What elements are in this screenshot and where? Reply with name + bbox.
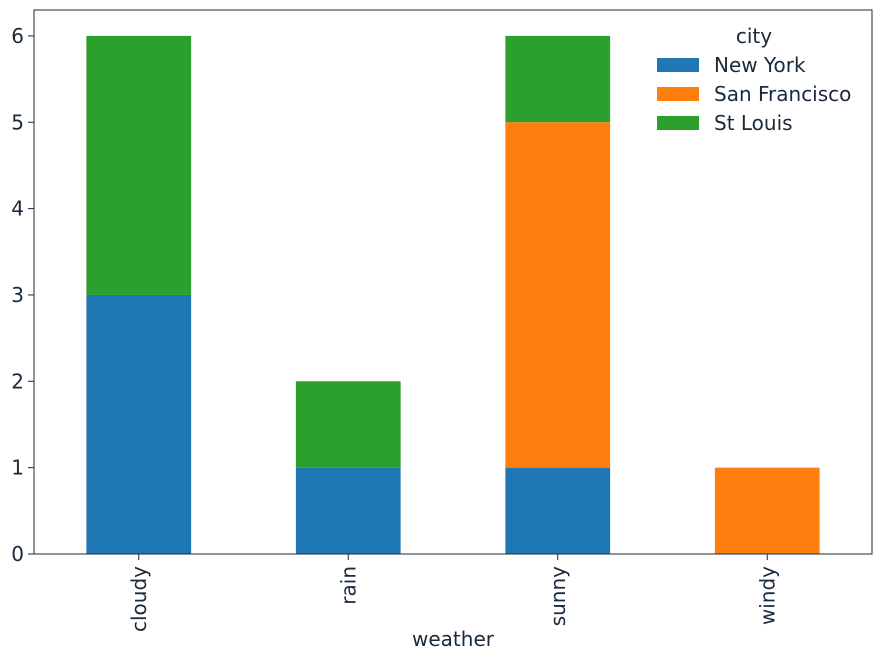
y-tick-label: 2 xyxy=(11,369,24,393)
y-tick-label: 6 xyxy=(11,24,24,48)
bar-rain-st-louis xyxy=(295,381,401,468)
plot-frame xyxy=(33,9,873,555)
bar-sunny-new-york xyxy=(505,467,611,554)
legend-label-new-york: New York xyxy=(714,53,806,77)
x-tick-label: sunny xyxy=(546,566,570,626)
bar-rain-new-york xyxy=(295,467,401,554)
y-tick-label: 4 xyxy=(11,197,24,221)
legend-label-st-louis: St Louis xyxy=(714,111,793,135)
bar-cloudy-st-louis xyxy=(86,35,192,295)
y-tick-label: 1 xyxy=(11,456,24,480)
bar-cloudy-new-york xyxy=(86,294,192,554)
y-tick-label: 0 xyxy=(11,542,24,566)
y-tick-label: 5 xyxy=(11,110,24,134)
bar-sunny-san-francisco xyxy=(505,122,611,468)
x-tick-label: rain xyxy=(336,566,360,605)
bars-layer xyxy=(86,35,820,554)
bar-windy-san-francisco xyxy=(714,467,820,554)
legend-swatch-new-york xyxy=(657,58,699,72)
x-axis-title: weather xyxy=(412,627,495,651)
legend-items: New York San Francisco St Louis xyxy=(657,53,851,135)
legend-swatch-st-louis xyxy=(657,116,699,130)
x-axis: cloudy rain sunny windy xyxy=(127,554,779,632)
y-axis: 0 1 2 3 4 5 6 xyxy=(11,24,34,566)
legend-label-san-francisco: San Francisco xyxy=(714,82,851,106)
legend-title: city xyxy=(736,24,772,48)
bar-sunny-st-louis xyxy=(505,35,611,123)
x-tick-label: windy xyxy=(755,566,779,625)
legend: city New York San Francisco St Louis xyxy=(657,24,851,135)
y-tick-label: 3 xyxy=(11,283,24,307)
legend-swatch-san-francisco xyxy=(657,87,699,101)
x-tick-label: cloudy xyxy=(127,566,151,632)
